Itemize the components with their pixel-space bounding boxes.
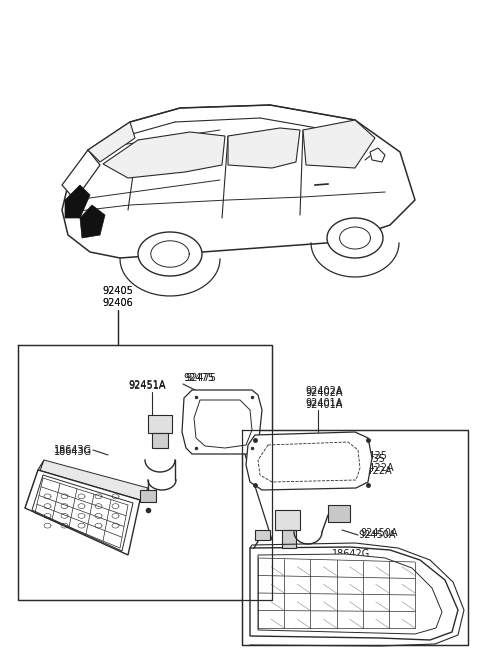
Polygon shape bbox=[282, 530, 296, 548]
Polygon shape bbox=[228, 128, 300, 168]
Polygon shape bbox=[138, 232, 202, 276]
Polygon shape bbox=[327, 218, 383, 258]
Polygon shape bbox=[32, 475, 133, 551]
Polygon shape bbox=[62, 150, 100, 200]
Text: 92402A
92401A: 92402A 92401A bbox=[305, 388, 343, 410]
Polygon shape bbox=[152, 433, 168, 448]
Polygon shape bbox=[88, 122, 135, 162]
Text: 92451A: 92451A bbox=[128, 380, 166, 390]
Text: 92405
92406: 92405 92406 bbox=[103, 286, 133, 308]
Text: 92435
92422A: 92435 92422A bbox=[356, 451, 394, 473]
Text: 92435
92422A: 92435 92422A bbox=[354, 454, 392, 476]
Polygon shape bbox=[65, 185, 90, 218]
Polygon shape bbox=[258, 554, 442, 634]
Polygon shape bbox=[182, 390, 262, 454]
Polygon shape bbox=[18, 345, 272, 600]
Polygon shape bbox=[255, 530, 270, 540]
Text: 18643G: 18643G bbox=[54, 445, 92, 455]
Text: 92451A: 92451A bbox=[128, 381, 166, 391]
Polygon shape bbox=[258, 442, 360, 482]
Polygon shape bbox=[246, 432, 372, 490]
Text: 18643G: 18643G bbox=[54, 447, 92, 457]
Text: 18642G
18643D: 18642G 18643D bbox=[330, 551, 368, 573]
Polygon shape bbox=[62, 105, 415, 258]
Polygon shape bbox=[194, 400, 252, 448]
Polygon shape bbox=[103, 132, 225, 178]
Polygon shape bbox=[140, 490, 156, 502]
Text: 92475: 92475 bbox=[185, 373, 216, 383]
Polygon shape bbox=[242, 430, 468, 645]
Polygon shape bbox=[275, 510, 300, 530]
Polygon shape bbox=[80, 205, 105, 238]
Text: 92402A
92401A: 92402A 92401A bbox=[305, 386, 343, 408]
Polygon shape bbox=[370, 148, 385, 162]
Text: 18642G
18643D: 18642G 18643D bbox=[332, 549, 370, 571]
Text: 92405
92406: 92405 92406 bbox=[103, 286, 133, 308]
Polygon shape bbox=[303, 120, 375, 168]
Polygon shape bbox=[328, 505, 350, 522]
Text: 92475: 92475 bbox=[183, 373, 214, 383]
Polygon shape bbox=[25, 460, 44, 508]
Polygon shape bbox=[148, 415, 172, 433]
Polygon shape bbox=[38, 460, 148, 500]
Text: 92450A: 92450A bbox=[360, 528, 397, 538]
Text: 92450A: 92450A bbox=[358, 530, 396, 540]
Polygon shape bbox=[25, 470, 140, 555]
Polygon shape bbox=[250, 547, 458, 640]
